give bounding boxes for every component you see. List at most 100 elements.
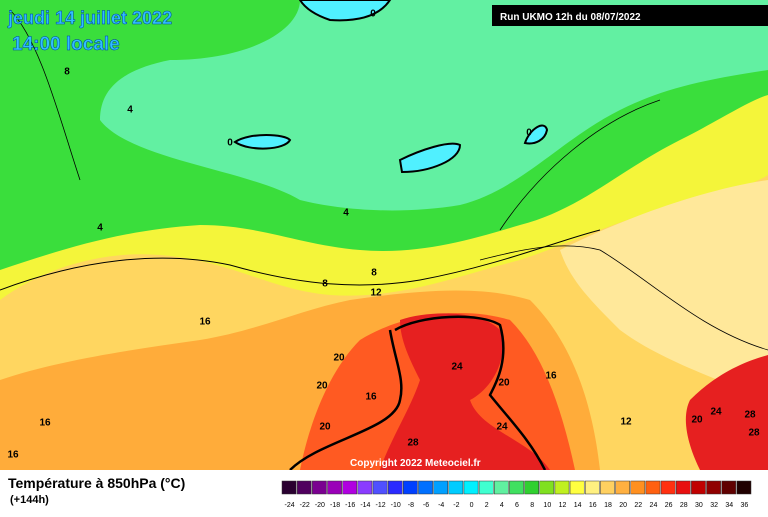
contour-label: 20 [319, 422, 331, 433]
scale-swatch [342, 480, 358, 495]
scale-label: 16 [589, 502, 597, 509]
scale-label: 0 [470, 502, 474, 509]
scale-swatch [569, 480, 585, 495]
contour-label: 4 [343, 208, 349, 219]
contour-label: 24 [496, 422, 508, 433]
contour-label: 16 [39, 418, 51, 429]
scale-swatch [721, 480, 737, 495]
scale-label: 30 [695, 502, 703, 509]
scale-label: 2 [485, 502, 489, 509]
contour-label: 16 [7, 450, 19, 461]
contour-label: 20 [691, 415, 703, 426]
contour-label: 24 [451, 362, 463, 373]
contour-label: 20 [316, 381, 328, 392]
scale-swatch [357, 480, 373, 495]
scale-label: 36 [741, 502, 749, 509]
scale-label: 34 [725, 502, 733, 509]
contour-label: 28 [748, 428, 760, 439]
scale-label: -6 [423, 502, 429, 509]
contour-label: 12 [620, 417, 632, 428]
scale-swatch [296, 480, 312, 495]
contour-label: 16 [365, 392, 377, 403]
contour-label: 24 [710, 407, 722, 418]
scale-swatch [539, 480, 555, 495]
scale-label: -24 [285, 502, 295, 509]
scale-label: 18 [604, 502, 612, 509]
scale-label: 8 [530, 502, 534, 509]
scale-swatch [403, 480, 418, 495]
coastline [0, 229, 601, 291]
run-box [492, 5, 768, 26]
contour-label: 20 [498, 378, 510, 389]
cold-patch [398, 142, 462, 174]
scale-label: 4 [500, 502, 504, 509]
scale-label: 6 [515, 502, 519, 509]
scale-swatch [281, 480, 297, 495]
scale-swatch [645, 480, 661, 495]
scale-label: -12 [375, 502, 385, 509]
scale-swatch [387, 480, 403, 495]
scale-swatch [554, 480, 570, 495]
scale-swatch [372, 480, 388, 495]
scale-swatch [433, 480, 449, 495]
scale-label: -14 [360, 502, 370, 509]
contour-label: 28 [407, 438, 419, 449]
contour-label: 8 [322, 279, 328, 290]
scale-swatch [509, 480, 524, 495]
run-info: Run UKMO 12h du 08/07/2022 [500, 12, 641, 23]
contour-label: 12 [370, 288, 382, 299]
contour-label: 8 [371, 268, 377, 279]
scale-label: -20 [315, 502, 325, 509]
copyright: Copyright 2022 Meteociel.fr [350, 458, 481, 469]
contour-label: 16 [199, 317, 211, 328]
scale-label: 22 [634, 502, 642, 509]
pale-zone [560, 180, 768, 400]
scale-swatch [584, 480, 600, 495]
legend-title: Température à 850hPa (°C) [8, 475, 185, 491]
scale-label: 28 [680, 502, 688, 509]
scale-swatch [630, 480, 646, 495]
scale-swatch [706, 480, 721, 495]
scale-swatch [448, 480, 464, 495]
contour-label: 28 [744, 410, 756, 421]
scale-label: 10 [543, 502, 551, 509]
legend-subtitle: (+144h) [10, 494, 49, 506]
cold-patch [233, 134, 292, 150]
contour-label: 0 [526, 128, 532, 139]
contour-label: 4 [127, 105, 133, 116]
cold-patch [298, 0, 392, 22]
isotherm-20 [289, 315, 547, 471]
scale-label: 14 [574, 502, 582, 509]
scale-swatch [463, 480, 479, 495]
scale-swatch [494, 480, 509, 495]
scale-label: -22 [300, 502, 310, 509]
coastline [9, 9, 768, 351]
hot-zone [380, 313, 550, 470]
map-time: 14:00 locale [12, 34, 120, 55]
contour-label: 20 [333, 353, 345, 364]
contour-label: 4 [97, 223, 103, 234]
scale-label: -8 [408, 502, 414, 509]
scale-swatch [736, 480, 752, 495]
scale-label: -4 [438, 502, 444, 509]
scale-label: 32 [710, 502, 718, 509]
scale-label: -2 [453, 502, 459, 509]
scale-label: -16 [345, 502, 355, 509]
scale-label: 26 [665, 502, 673, 509]
cold-patch [523, 124, 549, 145]
scale-label: -10 [391, 502, 401, 509]
scale-label: 12 [559, 502, 567, 509]
scale-swatch [478, 480, 494, 495]
scale-swatch [615, 480, 630, 495]
contour-label: 0 [227, 138, 233, 149]
scale-swatch [524, 480, 539, 495]
scale-swatch [660, 480, 676, 495]
scale-label: 20 [619, 502, 627, 509]
scale-label: -18 [330, 502, 340, 509]
contour-label: 8 [64, 67, 70, 78]
contour-label: 16 [545, 371, 557, 382]
map-date: jeudi 14 juillet 2022 [7, 8, 172, 28]
contour-label: 0 [370, 9, 376, 20]
scale-swatch [327, 480, 342, 495]
